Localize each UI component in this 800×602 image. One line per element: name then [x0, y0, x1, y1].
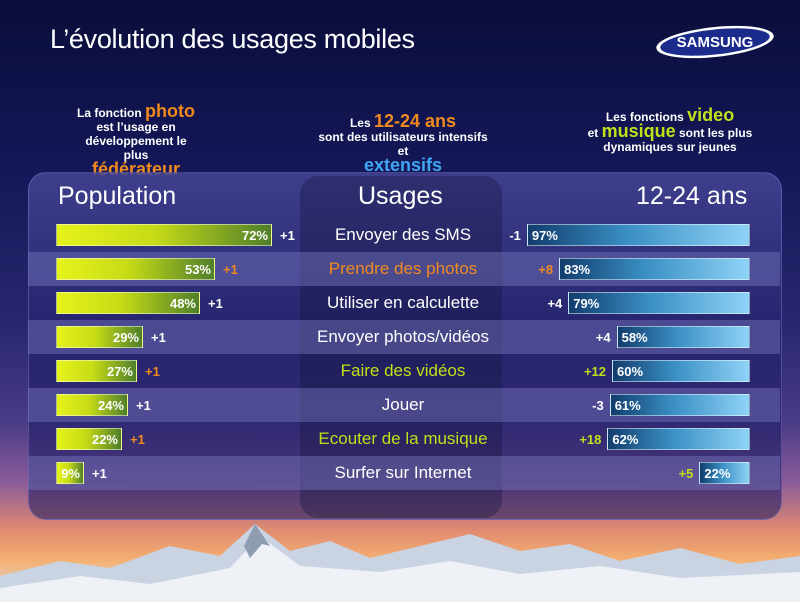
youth-bar: [568, 292, 750, 314]
usage-label: Envoyer photos/vidéos: [317, 327, 489, 346]
usages-column: [300, 176, 502, 518]
chart-row: 72% +1 Envoyer des SMS 97% -1: [28, 218, 780, 252]
population-value-label: 9%: [61, 466, 80, 481]
youth-value-label: 62%: [612, 432, 639, 447]
intro-right: Les fonctions video et musique sont les …: [587, 105, 753, 154]
population-bar: [56, 224, 272, 246]
youth-value-label: 61%: [614, 398, 641, 413]
youth-value-label: 83%: [564, 262, 591, 277]
samsung-logo: SAMSUNG: [656, 25, 774, 59]
usage-label: Surfer sur Internet: [334, 463, 472, 482]
chart-row: 48% +1 Utiliser en calculette 79% +4: [28, 286, 780, 320]
youth-value-label: 60%: [617, 364, 644, 379]
population-bar: [56, 292, 200, 314]
population-bar: [56, 394, 128, 416]
youth-delta-label: +4: [547, 296, 563, 311]
youth-delta-label: +4: [595, 330, 611, 345]
youth-delta-label: -3: [592, 398, 604, 413]
population-delta-label: +1: [92, 466, 107, 481]
youth-value-label: 58%: [621, 330, 648, 345]
chart-row: 27% +1 Faire des vidéos 60% +12: [28, 354, 780, 388]
youth-delta-label: +18: [579, 432, 602, 447]
intro-center: Les 12-24 ans sont des utilisateurs inte…: [318, 111, 488, 175]
chart-row: 24% +1 Jouer 61% -3: [28, 388, 780, 422]
population-bar: [56, 258, 215, 280]
population-delta-label: +1: [223, 262, 238, 277]
usage-label: Prendre des photos: [328, 259, 478, 278]
chart-row: 29% +1 Envoyer photos/vidéos 58% +4: [28, 320, 780, 354]
chart-row: 22% +1 Ecouter de la musique 62% +18: [28, 422, 780, 456]
population-value-label: 27%: [106, 364, 133, 379]
youth-value-label: 79%: [573, 296, 600, 311]
population-delta-label: +1: [280, 228, 295, 243]
population-value-label: 22%: [91, 432, 118, 447]
population-delta-label: +1: [130, 432, 145, 447]
mountains-image: [0, 524, 800, 602]
youth-delta-label: +8: [538, 262, 554, 277]
youth-bar: [526, 224, 750, 246]
population-bar: [56, 428, 122, 450]
population-value-label: 29%: [112, 330, 139, 345]
youth-delta-label: +12: [583, 364, 606, 379]
youth-value-label: 22%: [704, 466, 731, 481]
population-delta-label: +1: [151, 330, 166, 345]
population-value-label: 53%: [184, 262, 211, 277]
youth-bar: [559, 258, 750, 280]
usage-label: Utiliser en calculette: [326, 293, 480, 312]
population-bar: [56, 360, 137, 382]
chart-row: 9% +1 Surfer sur Internet 22% +5: [28, 456, 780, 490]
intro-left: La fonction photo est l’usage en dévelop…: [77, 101, 195, 179]
population-value-label: 24%: [97, 398, 124, 413]
samsung-logo-text: SAMSUNG: [677, 34, 754, 51]
usage-label: Envoyer des SMS: [334, 225, 472, 244]
youth-bar: [607, 428, 750, 450]
header-usages: Usages: [358, 182, 443, 210]
population-delta-label: +1: [208, 296, 223, 311]
chart-title: L’évolution des usages mobiles: [50, 24, 415, 54]
youth-value-label: 97%: [531, 228, 558, 243]
population-bar: [56, 462, 84, 484]
chart-rows: 72% +1 Envoyer des SMS 97% -1 53% +1 Prendre de…: [28, 218, 780, 490]
header-population: Population: [58, 182, 177, 210]
usage-label: Faire des vidéos: [340, 361, 466, 380]
chart-row: 53% +1 Prendre des photos 83% +8: [28, 252, 780, 286]
usage-label: Ecouter de la musique: [318, 429, 488, 448]
population-value-label: 72%: [241, 228, 268, 243]
population-bar: [56, 326, 143, 348]
youth-bar: [616, 326, 750, 348]
youth-bar: [699, 462, 750, 484]
population-value-label: 48%: [169, 296, 196, 311]
youth-bar: [609, 394, 750, 416]
usage-label: Jouer: [381, 395, 425, 414]
population-delta-label: +1: [136, 398, 151, 413]
youth-bar: [612, 360, 750, 382]
header-youth: 12-24 ans: [636, 182, 748, 210]
youth-delta-label: +5: [678, 466, 694, 481]
population-delta-label: +1: [145, 364, 160, 379]
youth-delta-label: -1: [509, 228, 521, 243]
